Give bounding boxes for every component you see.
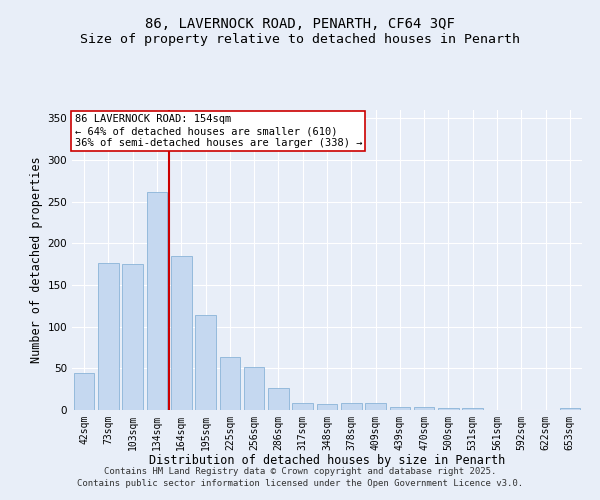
Text: Size of property relative to detached houses in Penarth: Size of property relative to detached ho… [80,32,520,46]
Bar [244,366,265,410]
Bar [560,408,580,410]
X-axis label: Distribution of detached houses by size in Penarth: Distribution of detached houses by size … [149,454,505,468]
Bar [414,406,434,410]
Bar [389,406,410,410]
Bar [220,356,240,410]
Text: 86, LAVERNOCK ROAD, PENARTH, CF64 3QF: 86, LAVERNOCK ROAD, PENARTH, CF64 3QF [145,18,455,32]
Bar [122,264,143,410]
Y-axis label: Number of detached properties: Number of detached properties [30,156,43,364]
Bar [463,408,483,410]
Bar [74,374,94,410]
Bar [268,388,289,410]
Bar [146,192,167,410]
Text: 86 LAVERNOCK ROAD: 154sqm
← 64% of detached houses are smaller (610)
36% of semi: 86 LAVERNOCK ROAD: 154sqm ← 64% of detac… [74,114,362,148]
Text: Contains HM Land Registry data © Crown copyright and database right 2025.
Contai: Contains HM Land Registry data © Crown c… [77,466,523,487]
Bar [438,408,459,410]
Bar [341,404,362,410]
Bar [317,404,337,410]
Bar [365,404,386,410]
Bar [292,404,313,410]
Bar [98,264,119,410]
Bar [171,256,191,410]
Bar [195,315,216,410]
